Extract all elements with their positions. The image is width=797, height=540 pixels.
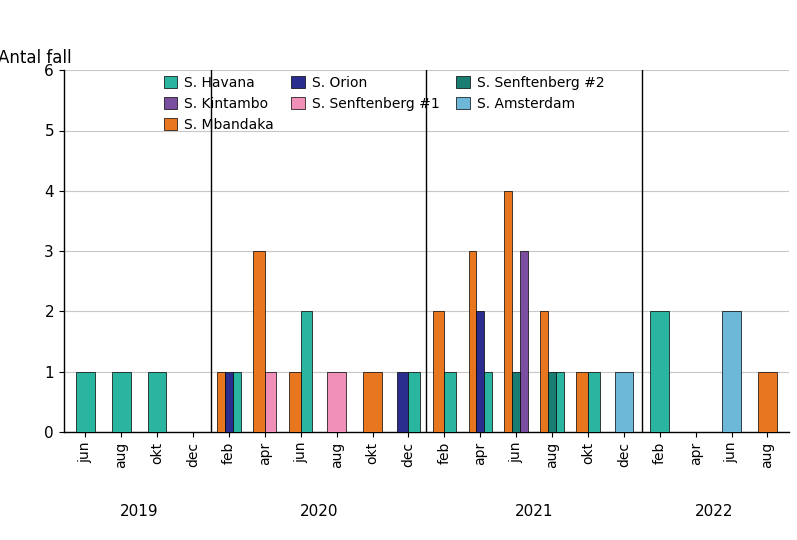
Bar	[218, 372, 225, 432]
Text: 2020: 2020	[300, 504, 338, 519]
Text: 2019: 2019	[120, 504, 159, 519]
Text: Antal fall: Antal fall	[0, 49, 72, 66]
Text: 2022: 2022	[694, 504, 733, 519]
Text: 2021: 2021	[515, 504, 553, 519]
Bar	[722, 312, 741, 432]
Bar	[588, 372, 599, 432]
Bar	[650, 312, 669, 432]
Bar	[289, 372, 300, 432]
Bar	[445, 372, 456, 432]
Bar	[233, 372, 241, 432]
Bar	[76, 372, 95, 432]
Legend: S. Havana, S. Kintambo, S. Mbandaka, S. Orion, S. Senftenberg #1, S. Senftenberg: S. Havana, S. Kintambo, S. Mbandaka, S. …	[158, 70, 611, 137]
Bar	[469, 251, 477, 432]
Bar	[328, 372, 346, 432]
Bar	[614, 372, 633, 432]
Bar	[253, 251, 265, 432]
Bar	[520, 251, 528, 432]
Bar	[484, 372, 492, 432]
Bar	[363, 372, 382, 432]
Bar	[433, 312, 445, 432]
Bar	[225, 372, 233, 432]
Bar	[300, 312, 312, 432]
Bar	[556, 372, 563, 432]
Bar	[758, 372, 777, 432]
Bar	[397, 372, 408, 432]
Bar	[147, 372, 167, 432]
Bar	[512, 372, 520, 432]
Bar	[265, 372, 277, 432]
Bar	[408, 372, 420, 432]
Bar	[548, 372, 556, 432]
Bar	[540, 312, 548, 432]
Bar	[576, 372, 588, 432]
Bar	[505, 191, 512, 432]
Bar	[477, 312, 484, 432]
Bar	[112, 372, 131, 432]
